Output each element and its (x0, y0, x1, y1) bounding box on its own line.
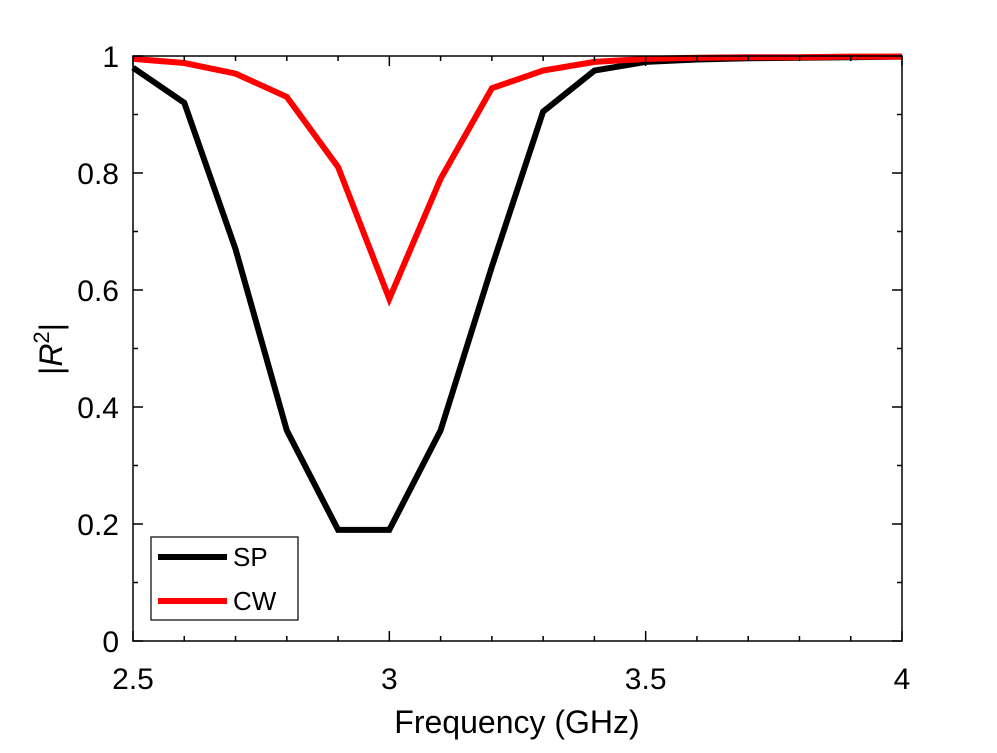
y-tick-label: 0 (102, 626, 119, 659)
axis-ticks (132, 55, 903, 642)
x-tick-label: 4 (894, 663, 911, 696)
y-tick-label: 0.6 (77, 275, 119, 308)
y-axis-title-prefix: | (33, 367, 69, 375)
legend-box (150, 536, 299, 621)
series-line-cw (132, 53, 902, 307)
y-axis-title-var: R (33, 344, 69, 367)
y-axis-title: |R2| (29, 323, 69, 375)
x-tick-label: 2.5 (112, 663, 154, 696)
y-tick-label: 0.8 (77, 158, 119, 191)
y-tick-label: 0.2 (77, 509, 119, 542)
plot-lines (131, 53, 903, 533)
y-tick-label: 1 (102, 41, 119, 74)
tick-labels: 2.5 3 3.5 4 0 0.2 0.4 0.6 0.8 1 (77, 41, 910, 696)
y-axis-title-suffix: | (33, 323, 69, 331)
legend-label-cw: CW (233, 586, 277, 616)
x-axis-title: Frequency (GHz) (394, 704, 639, 740)
legend: SP CW (150, 536, 299, 621)
x-tick-label: 3.5 (625, 663, 667, 696)
x-tick-label: 3 (381, 663, 398, 696)
legend-label-sp: SP (233, 542, 268, 572)
y-tick-label: 0.4 (77, 392, 119, 425)
y-axis-title-sup: 2 (29, 331, 54, 343)
